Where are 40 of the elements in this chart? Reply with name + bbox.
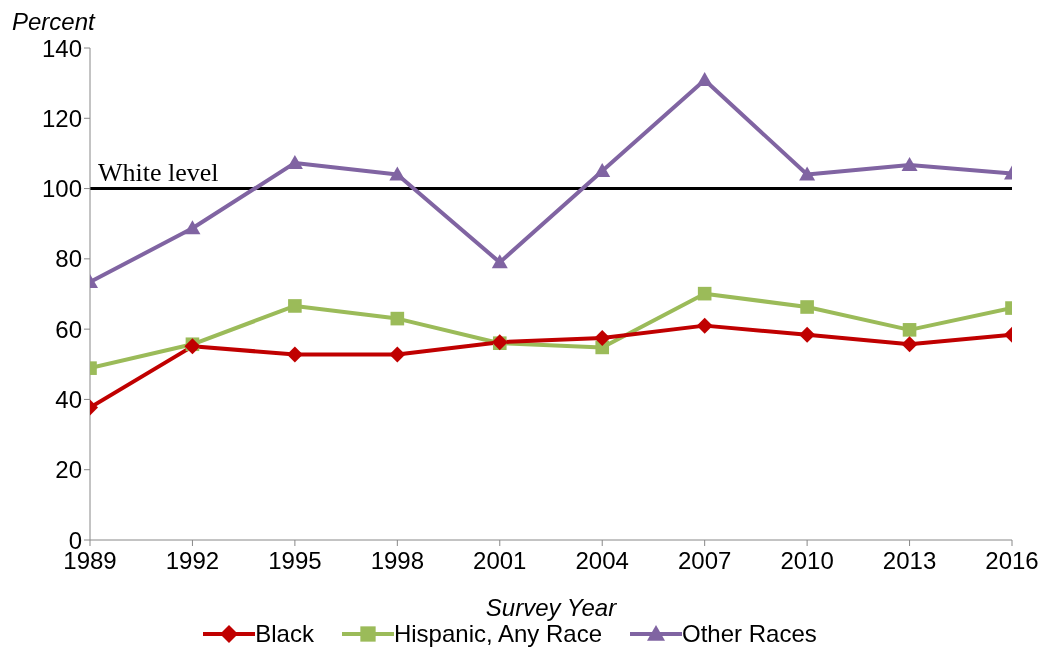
y-axis-title: Percent xyxy=(12,8,95,36)
x-tick-label: 1992 xyxy=(165,547,220,575)
point xyxy=(697,286,712,301)
y-tick-label: 100 xyxy=(41,175,82,203)
point xyxy=(491,254,508,269)
y-tick-label: 140 xyxy=(41,34,82,62)
point xyxy=(799,326,816,343)
x-tick-label: 1998 xyxy=(370,547,425,575)
y-tick-label: 80 xyxy=(55,245,82,273)
legend-label: Black xyxy=(255,620,314,648)
point xyxy=(799,166,816,181)
point xyxy=(902,323,917,337)
x-tick-label: 2016 xyxy=(985,547,1039,575)
point xyxy=(184,220,201,235)
y-tick-label: 120 xyxy=(41,104,82,132)
point xyxy=(288,299,302,313)
y-tick-label: 60 xyxy=(55,315,82,343)
point xyxy=(594,329,611,346)
point xyxy=(286,346,303,363)
point xyxy=(594,163,611,177)
x-tick-label: 1995 xyxy=(268,547,322,575)
point xyxy=(389,346,406,363)
point xyxy=(389,166,406,181)
x-tick-label: 2007 xyxy=(677,547,732,575)
point xyxy=(901,157,918,172)
x-axis-title: Survey Year xyxy=(485,594,618,621)
point xyxy=(390,311,405,326)
ref-line-label: White level xyxy=(98,157,219,187)
x-tick-label: 2010 xyxy=(780,547,834,575)
legend-label: Hispanic, Any Race xyxy=(393,620,603,648)
legend-label: Other Races xyxy=(682,620,817,648)
point xyxy=(901,336,918,353)
y-tick-label: 20 xyxy=(55,456,82,484)
x-tick-label: 2013 xyxy=(882,547,937,575)
x-tick-label: 2004 xyxy=(575,547,629,575)
x-tick-label: 2001 xyxy=(473,547,527,575)
point xyxy=(696,71,713,86)
point xyxy=(800,300,814,314)
y-tick-label: 40 xyxy=(55,385,82,413)
point xyxy=(696,317,713,334)
